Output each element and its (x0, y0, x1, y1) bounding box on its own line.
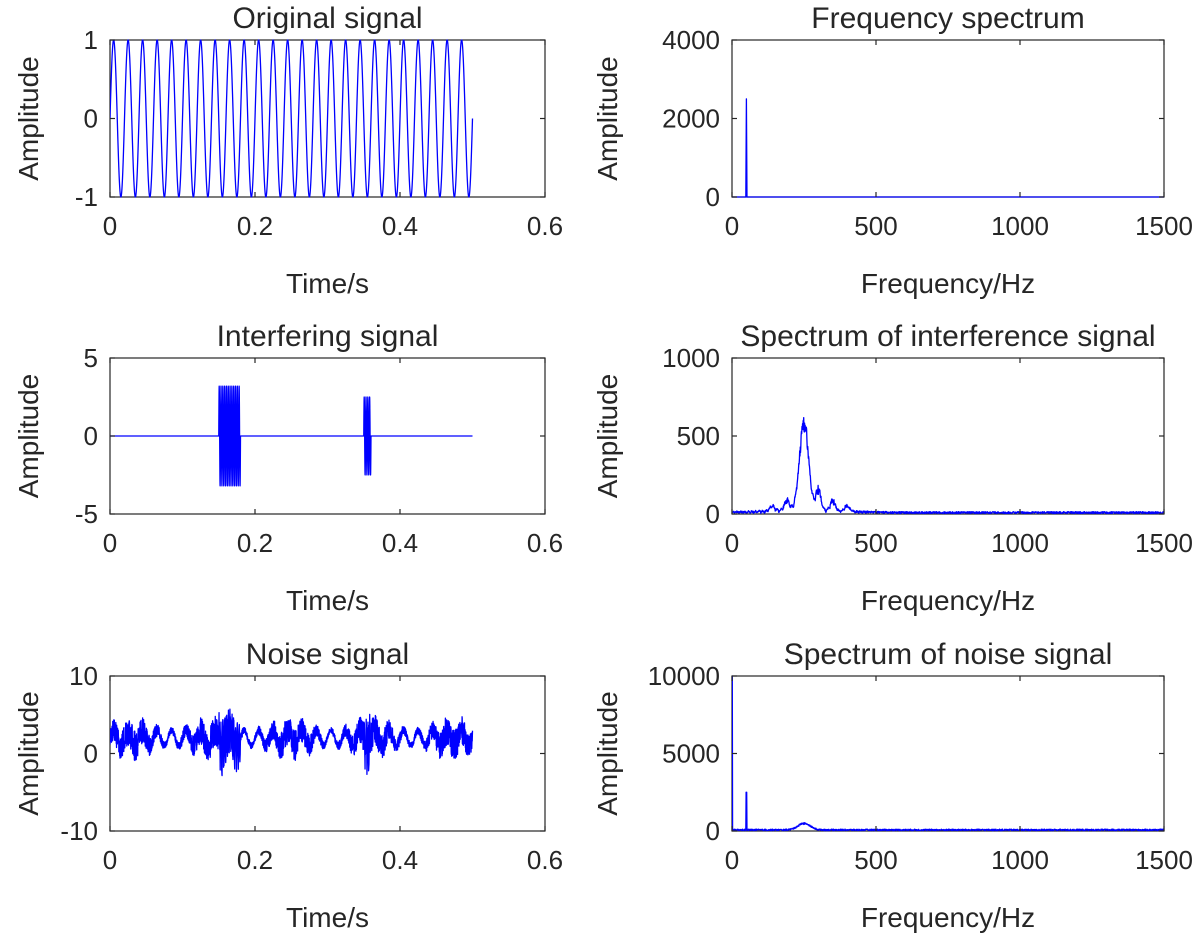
subplot-6: 0 500 1000 1500 0 5000 10000 Spectrum of noise … (592, 638, 1193, 933)
x-tick-label: 500 (854, 211, 897, 241)
x-tick-label: 0 (725, 211, 739, 241)
x-tick-label: 0.4 (382, 211, 418, 241)
x-axis-label: Time/s (286, 268, 369, 299)
y-axis-label: Amplitude (13, 56, 44, 181)
x-tick-label: 1500 (1135, 845, 1193, 875)
x-tick-label: 0 (725, 528, 739, 558)
x-tick-label: 0 (725, 845, 739, 875)
series-line-noisy (110, 708, 474, 777)
subplot-2: 0 500 1000 1500 0 2000 4000 Frequency spectrum F… (592, 2, 1193, 299)
series-line-noise-spectrum (732, 675, 1164, 832)
y-tick-label: 5 (84, 343, 98, 373)
x-tick-label: 0.6 (527, 845, 563, 875)
y-tick-label: 5000 (662, 739, 720, 769)
subplot-4: 0 500 1000 1500 0 500 1000 Spectrum of interfer… (592, 320, 1193, 616)
y-tick-label: 10000 (648, 661, 720, 691)
series-line-original (110, 39, 474, 198)
x-tick-label: 0.6 (527, 528, 563, 558)
x-tick-label: 0.4 (382, 528, 418, 558)
y-axis-label: Amplitude (13, 691, 44, 816)
chart-title: Original signal (232, 2, 422, 35)
axes-box (731, 39, 1165, 198)
y-tick-label: 1 (84, 25, 98, 55)
x-tick-label: 0 (103, 211, 117, 241)
y-axis-label: Amplitude (592, 691, 623, 816)
y-tick-label: 0 (84, 739, 98, 769)
y-tick-label: -10 (60, 816, 98, 846)
x-tick-label: 0.6 (527, 211, 563, 241)
series-line-spectrum (732, 98, 1164, 198)
x-tick-label: 500 (854, 528, 897, 558)
x-tick-label: 0.4 (382, 845, 418, 875)
axes-box (109, 675, 546, 832)
x-tick-label: 1000 (991, 211, 1049, 241)
chart-title: Spectrum of noise signal (784, 638, 1113, 671)
x-tick-label: 0.2 (237, 528, 273, 558)
x-tick-label: 0.2 (237, 845, 273, 875)
axes-box (731, 675, 1165, 832)
y-axis-label: Amplitude (592, 56, 623, 181)
x-tick-label: 0 (103, 528, 117, 558)
y-tick-label: 10 (69, 661, 98, 691)
y-tick-label: 0 (706, 499, 720, 529)
x-tick-label: 1000 (991, 845, 1049, 875)
x-tick-label: 0 (103, 845, 117, 875)
x-axis-label: Frequency/Hz (861, 585, 1035, 616)
x-tick-label: 1000 (991, 528, 1049, 558)
x-axis-label: Frequency/Hz (861, 902, 1035, 933)
x-tick-label: 1500 (1135, 211, 1193, 241)
y-tick-label: 500 (677, 421, 720, 451)
series-line-interference (110, 385, 474, 487)
y-axis-label: Amplitude (592, 374, 623, 499)
y-tick-label: 2000 (662, 104, 720, 134)
series-line-interference-spectrum (732, 417, 1164, 515)
x-tick-label: 0.2 (237, 211, 273, 241)
y-tick-label: -1 (75, 182, 98, 212)
y-tick-label: 0 (706, 182, 720, 212)
y-tick-label: 0 (84, 104, 98, 134)
y-tick-label: 0 (706, 816, 720, 846)
x-axis-label: Time/s (286, 585, 369, 616)
x-axis-label: Frequency/Hz (861, 268, 1035, 299)
y-axis-label: Amplitude (13, 374, 44, 499)
y-tick-label: 1000 (662, 343, 720, 373)
y-tick-label: -5 (75, 499, 98, 529)
x-axis-label: Time/s (286, 902, 369, 933)
y-tick-label: 0 (84, 421, 98, 451)
chart-title: Frequency spectrum (811, 2, 1084, 35)
chart-title: Noise signal (246, 638, 409, 671)
x-tick-label: 500 (854, 845, 897, 875)
chart-title: Interfering signal (217, 320, 439, 353)
y-tick-label: 4000 (662, 25, 720, 55)
x-tick-label: 1500 (1135, 528, 1193, 558)
axes-box (731, 357, 1165, 515)
chart-title: Spectrum of interference signal (740, 320, 1155, 353)
